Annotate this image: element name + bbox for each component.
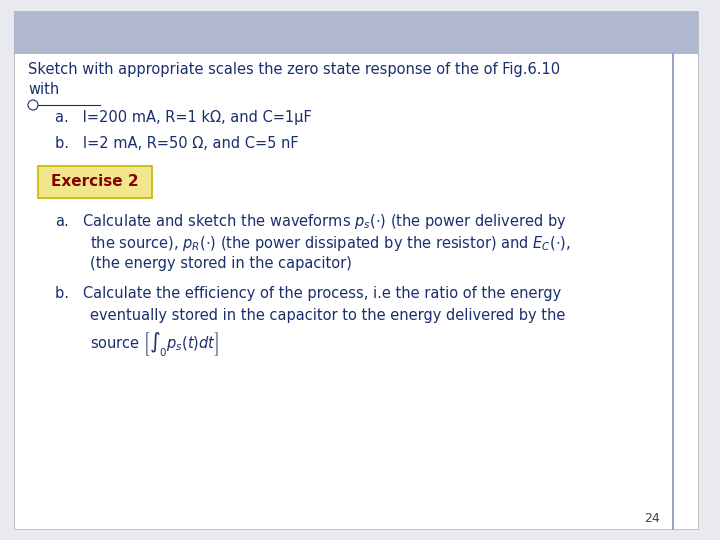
Text: a.   Calculate and sketch the waveforms $p_s(\cdot)$ (the power delivered by: a. Calculate and sketch the waveforms $p… — [55, 212, 567, 231]
Text: b.   I=2 mA, R=50 Ω, and C=5 nF: b. I=2 mA, R=50 Ω, and C=5 nF — [55, 136, 299, 151]
Text: eventually stored in the capacitor to the energy delivered by the: eventually stored in the capacitor to th… — [90, 308, 565, 323]
Text: source $\left[\int_0 p_s(t)dt\right]$: source $\left[\int_0 p_s(t)dt\right]$ — [90, 330, 219, 359]
Text: Exercise 1: Exercise 1 — [51, 26, 139, 42]
Text: the source), $p_R(\cdot)$ (the power dissipated by the resistor) and $E_C(\cdot): the source), $p_R(\cdot)$ (the power dis… — [90, 234, 571, 253]
Text: 24: 24 — [644, 512, 660, 525]
Text: Sketch with appropriate scales the zero state response of the of Fig.6.10: Sketch with appropriate scales the zero … — [28, 62, 560, 77]
Text: b.   Calculate the efficiency of the process, i.e the ratio of the energy: b. Calculate the efficiency of the proce… — [55, 286, 562, 301]
Text: (the energy stored in the capacitor): (the energy stored in the capacitor) — [90, 256, 352, 271]
FancyBboxPatch shape — [38, 166, 152, 198]
FancyBboxPatch shape — [38, 18, 152, 50]
Text: Exercise 2: Exercise 2 — [51, 174, 139, 190]
Text: with: with — [28, 82, 59, 97]
Text: a.   I=200 mA, R=1 kΩ, and C=1μF: a. I=200 mA, R=1 kΩ, and C=1μF — [55, 110, 312, 125]
